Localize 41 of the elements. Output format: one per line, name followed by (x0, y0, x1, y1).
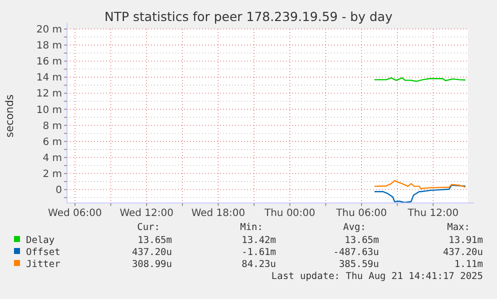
x-tick-label: Wed 06:00 (48, 208, 102, 219)
y-tick-label: 20 m (36, 24, 62, 36)
line-series (374, 180, 466, 190)
text: 13.42m (242, 235, 276, 246)
y-tick-label: 8 m (42, 120, 62, 132)
text: -487.63u (333, 247, 379, 258)
y-tick-label: 4 m (42, 152, 62, 164)
text: Last update: Thu Aug 21 14:41:17 2025 (271, 271, 483, 282)
legend-label: Delay (26, 235, 55, 246)
text: Cur: (137, 222, 160, 233)
x-tick-label: Wed 18:00 (191, 208, 246, 219)
text: 13.65m (344, 235, 380, 246)
legend-label: Offset (26, 247, 60, 258)
text: 437.20u (132, 247, 172, 258)
y-axis-title: seconds (4, 94, 16, 138)
text: 308.99u (132, 259, 172, 270)
text: Max: (447, 222, 470, 233)
y-tick-label: 10 m (36, 104, 62, 116)
y-tick-label: 12 m (36, 88, 62, 100)
text: Min: (240, 222, 263, 233)
chart-title: NTP statistics for peer 178.239.19.59 - by day (104, 9, 394, 24)
x-tick-label: Thu 06:00 (335, 208, 387, 219)
text: -1.61m (242, 247, 276, 258)
y-tick-label: 16 m (36, 56, 62, 68)
y-tick-label: 6 m (42, 136, 62, 148)
text: Avg: (343, 222, 366, 233)
y-tick-label: 14 m (36, 72, 62, 84)
y-tick-label: 2 m (42, 169, 62, 180)
text: 385.59u (338, 259, 379, 270)
text: 13.91m (448, 235, 484, 246)
y-tick-label: 0 (56, 185, 62, 196)
text: 84.23u (242, 259, 276, 270)
x-tick-label: Thu 12:00 (406, 208, 459, 219)
text: 1.11m (454, 259, 484, 270)
text: 437.20u (442, 247, 483, 258)
legend-label: Jitter (26, 259, 61, 270)
x-tick-label: Wed 12:00 (120, 208, 174, 219)
x-tick-label: Thu 00:00 (264, 208, 316, 219)
text: 13.65m (138, 235, 172, 246)
line-series (374, 184, 466, 204)
y-tick-label: 18 m (36, 40, 62, 52)
